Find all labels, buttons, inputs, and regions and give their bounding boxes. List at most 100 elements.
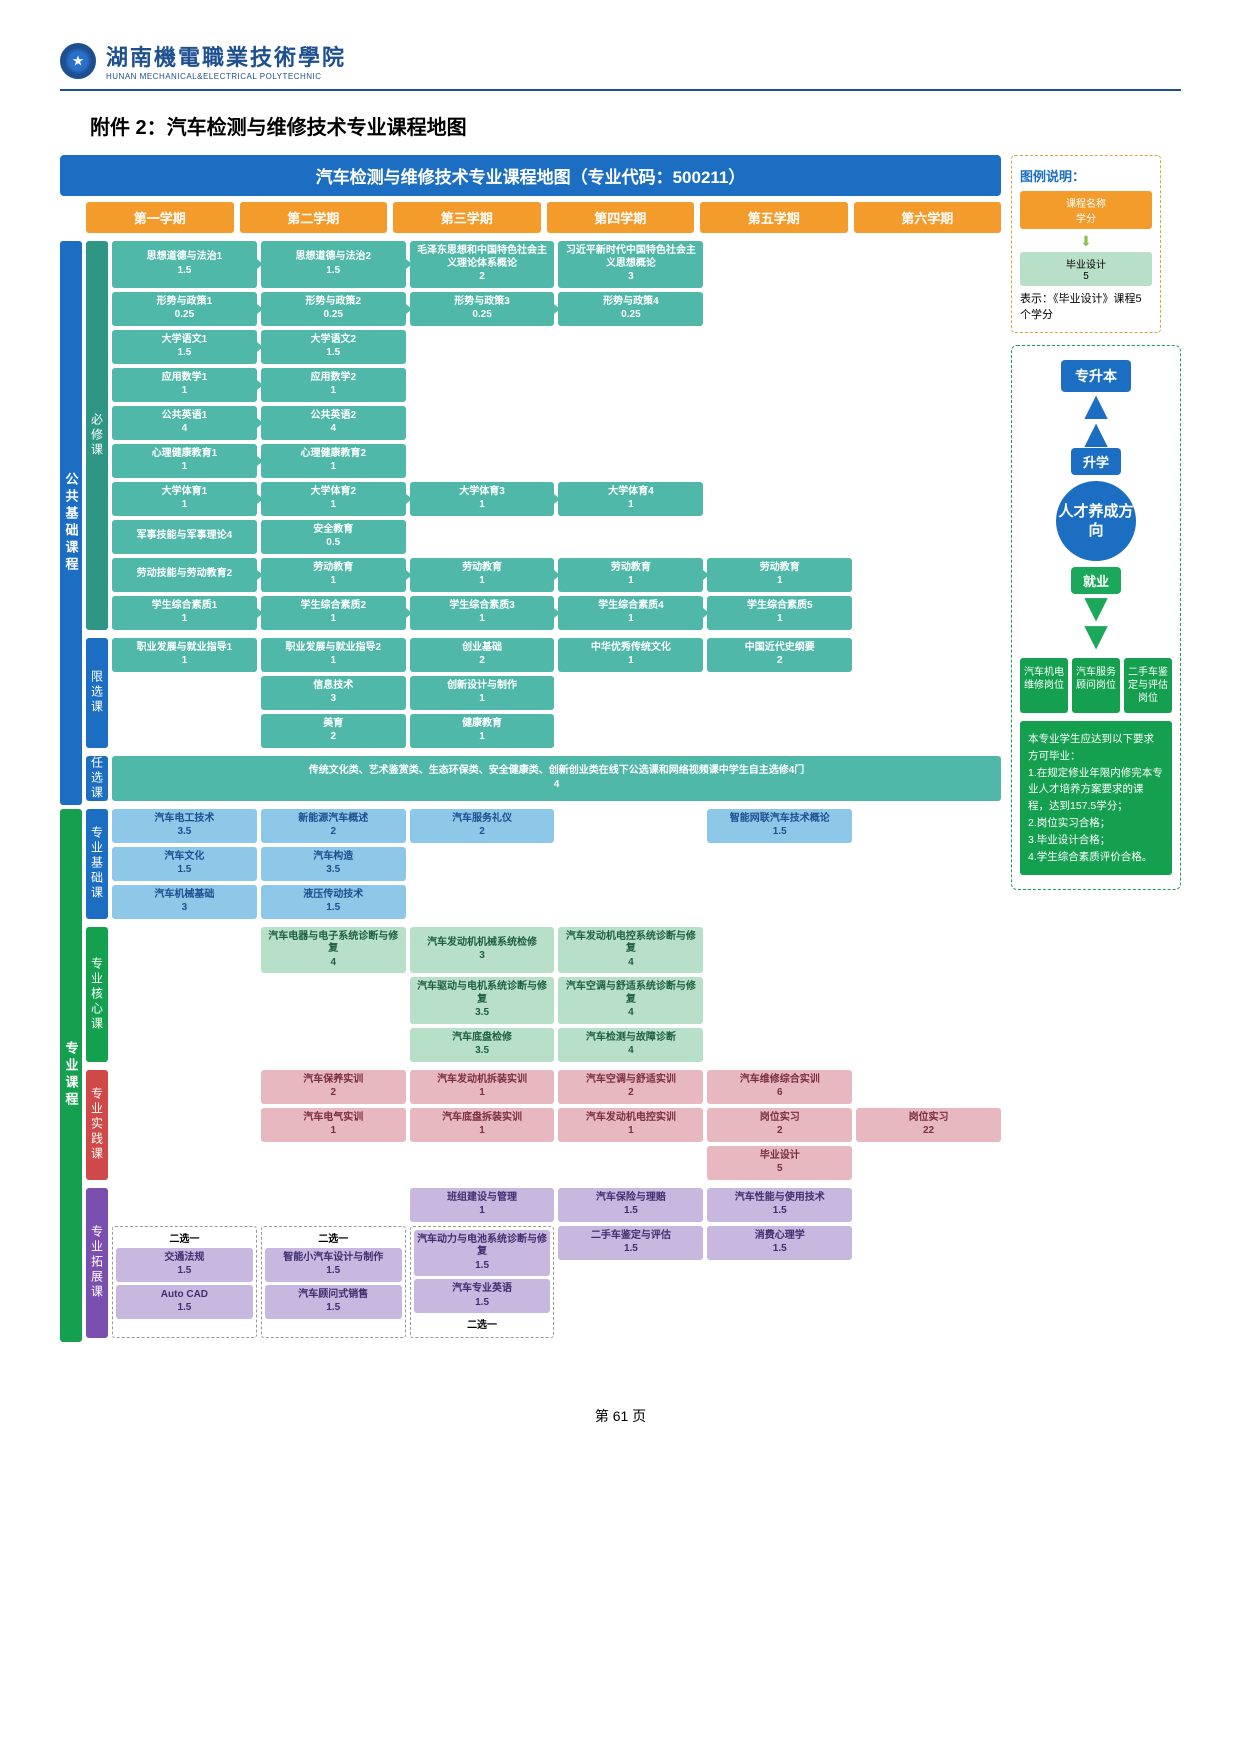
course-cell: 液压传动技术1.5 [261,885,406,919]
job-cell: 汽车服务顾问岗位 [1072,658,1120,713]
doc-title: 附件 2：汽车检测与维修技术专业课程地图 [90,111,1181,140]
course-cell: 毛泽东思想和中国特色社会主义理论体系概论2 [410,241,555,288]
page-header: 湖南機電職業技術學院 HUNAN MECHANICAL&ELECTRICAL P… [60,40,1181,91]
course-cell: 职业发展与就业指导11 [112,638,257,672]
course-cell: 公共英语24 [261,406,406,440]
dir-up: 升学 [1071,448,1121,475]
course-cell: 汽车电器与电子系统诊断与修复4 [261,927,406,974]
course-cell: 思想道德与法治11.5 [112,241,257,288]
course-cell: 汽车动力与电池系统诊断与修复1.5 [414,1230,551,1277]
course-cell: 智能网联汽车技术概论1.5 [707,809,852,843]
course-cell: 汽车电气实训1 [261,1108,406,1142]
course-cell: 大学体育11 [112,482,257,516]
legend-arrow-icon: ⬇ [1020,233,1152,250]
course-cell: 习近平新时代中国特色社会主义思想概论3 [558,241,703,288]
legend-item-1: 课程名称学分 [1020,191,1152,229]
course-cell: 心理健康教育11 [112,444,257,478]
page-footer: 第 61 页 [60,1406,1181,1426]
course-cell: 汽车空调与舒适实训2 [558,1070,703,1104]
semester-header: 第一学期 [86,202,234,233]
legend-title: 图例说明： [1020,166,1152,185]
course-cell: 二手车鉴定与评估1.5 [558,1226,703,1260]
course-cell: 思想道德与法治21.5 [261,241,406,288]
course-cell: 公共英语14 [112,406,257,440]
course-cell: 汽车服务礼仪2 [410,809,555,843]
course-cell: 劳动教育1 [558,558,703,592]
course-cell: 学生综合素质41 [558,596,703,630]
job-row: 汽车机电维修岗位汽车服务顾问岗位二手车鉴定与评估岗位 [1020,658,1172,713]
rail-public: 公共基础课程 [60,241,82,805]
direction-box: 专升本 ▲▲ 升学 人才养成方向 就业 ▼▼ 汽车机电维修岗位汽车服务顾问岗位二… [1011,345,1181,890]
choice-box: 二选一智能小汽车设计与制作1.5汽车顾问式销售1.5 [261,1226,406,1339]
school-name-en: HUNAN MECHANICAL&ELECTRICAL POLYTECHNIC [106,72,346,81]
course-cell: 汽车驱动与电机系统诊断与修复3.5 [410,977,555,1024]
course-cell: 汽车电工技术3.5 [112,809,257,843]
school-name-cn: 湖南機電職業技術學院 [106,40,346,72]
rail-ext: 专业拓展课 [86,1188,108,1339]
course-cell: 汽车发动机电控系统诊断与修复4 [558,927,703,974]
course-cell: 汽车发动机电控实训1 [558,1108,703,1142]
course-cell: 大学体育31 [410,482,555,516]
choice-box: 二选一交通法规1.5Auto CAD1.5 [112,1226,257,1339]
semester-header: 第六学期 [854,202,1002,233]
rail-required: 必修课 [86,241,108,630]
job-cell: 二手车鉴定与评估岗位 [1124,658,1172,713]
course-cell: 形势与政策20.25 [261,292,406,326]
course-cell: Auto CAD1.5 [116,1285,253,1319]
chevron-down-icon: ▼▼ [1020,594,1172,650]
course-cell: 劳动教育1 [410,558,555,592]
course-cell: 创新设计与制作1 [410,676,555,710]
rail-limited: 限选课 [86,638,108,748]
course-cell: 汽车底盘检修3.5 [410,1028,555,1062]
course-cell: 岗位实习22 [856,1108,1001,1142]
course-cell: 汽车维修综合实训6 [707,1070,852,1104]
semester-row: 第一学期第二学期第三学期第四学期第五学期第六学期 [86,202,1001,233]
dir-center: 人才养成方向 [1056,481,1136,561]
course-cell: 劳动技能与劳动教育2 [112,558,257,592]
course-cell: 消费心理学1.5 [707,1226,852,1260]
course-cell: 交通法规1.5 [116,1248,253,1282]
rail-core: 专业核心课 [86,927,108,1062]
course-cell: 大学体育41 [558,482,703,516]
rail-optional: 任选课 [86,756,108,801]
course-cell: 学生综合素质31 [410,596,555,630]
course-cell: 学生综合素质51 [707,596,852,630]
course-cell: 大学语文21.5 [261,330,406,364]
course-cell: 健康教育1 [410,714,555,748]
course-cell: 汽车空调与舒适系统诊断与修复4 [558,977,703,1024]
semester-header: 第四学期 [547,202,695,233]
semester-header: 第二学期 [240,202,388,233]
course-cell: 学生综合素质11 [112,596,257,630]
course-cell: 美育2 [261,714,406,748]
course-cell: 学生综合素质21 [261,596,406,630]
course-cell: 汽车检测与故障诊断4 [558,1028,703,1062]
course-cell: 形势与政策30.25 [410,292,555,326]
course-cell: 中华优秀传统文化1 [558,638,703,672]
course-cell: 班组建设与管理1 [410,1188,555,1222]
course-cell: 中国近代史纲要2 [707,638,852,672]
course-cell: 劳动教育1 [707,558,852,592]
choice-box: 汽车动力与电池系统诊断与修复1.5汽车专业英语1.5二选一 [410,1226,555,1339]
school-logo [60,43,96,79]
course-cell: 形势与政策40.25 [558,292,703,326]
semester-header: 第五学期 [700,202,848,233]
course-cell: 信息技术3 [261,676,406,710]
course-cell: 形势与政策10.25 [112,292,257,326]
course-cell: 汽车专业英语1.5 [414,1279,551,1313]
course-map: 汽车检测与维修技术专业课程地图（专业代码：500211） 第一学期第二学期第三学… [60,155,1001,1346]
course-cell: 毕业设计5 [707,1146,852,1180]
course-cell: 汽车发动机拆装实训1 [410,1070,555,1104]
course-cell: 大学体育21 [261,482,406,516]
course-cell: 汽车保养实训2 [261,1070,406,1104]
course-cell: 汽车底盘拆装实训1 [410,1108,555,1142]
course-cell: 汽车顾问式销售1.5 [265,1285,402,1319]
course-cell: 智能小汽车设计与制作1.5 [265,1248,402,1282]
course-cell: 安全教育0.5 [261,520,406,554]
course-cell: 军事技能与军事理论4 [112,520,257,554]
graduation-requirements: 本专业学生应达到以下要求方可毕业：1.在规定修业年限内修完本专业人才培养方案要求… [1020,721,1172,875]
course-cell: 大学语文11.5 [112,330,257,364]
course-cell: 汽车性能与使用技术1.5 [707,1188,852,1222]
course-cell: 创业基础2 [410,638,555,672]
public-section: 公共基础课程 必修课 思想道德与法治11.5思想道德与法治21.5毛泽东思想和中… [60,241,1001,805]
course-cell: 汽车机械基础3 [112,885,257,919]
